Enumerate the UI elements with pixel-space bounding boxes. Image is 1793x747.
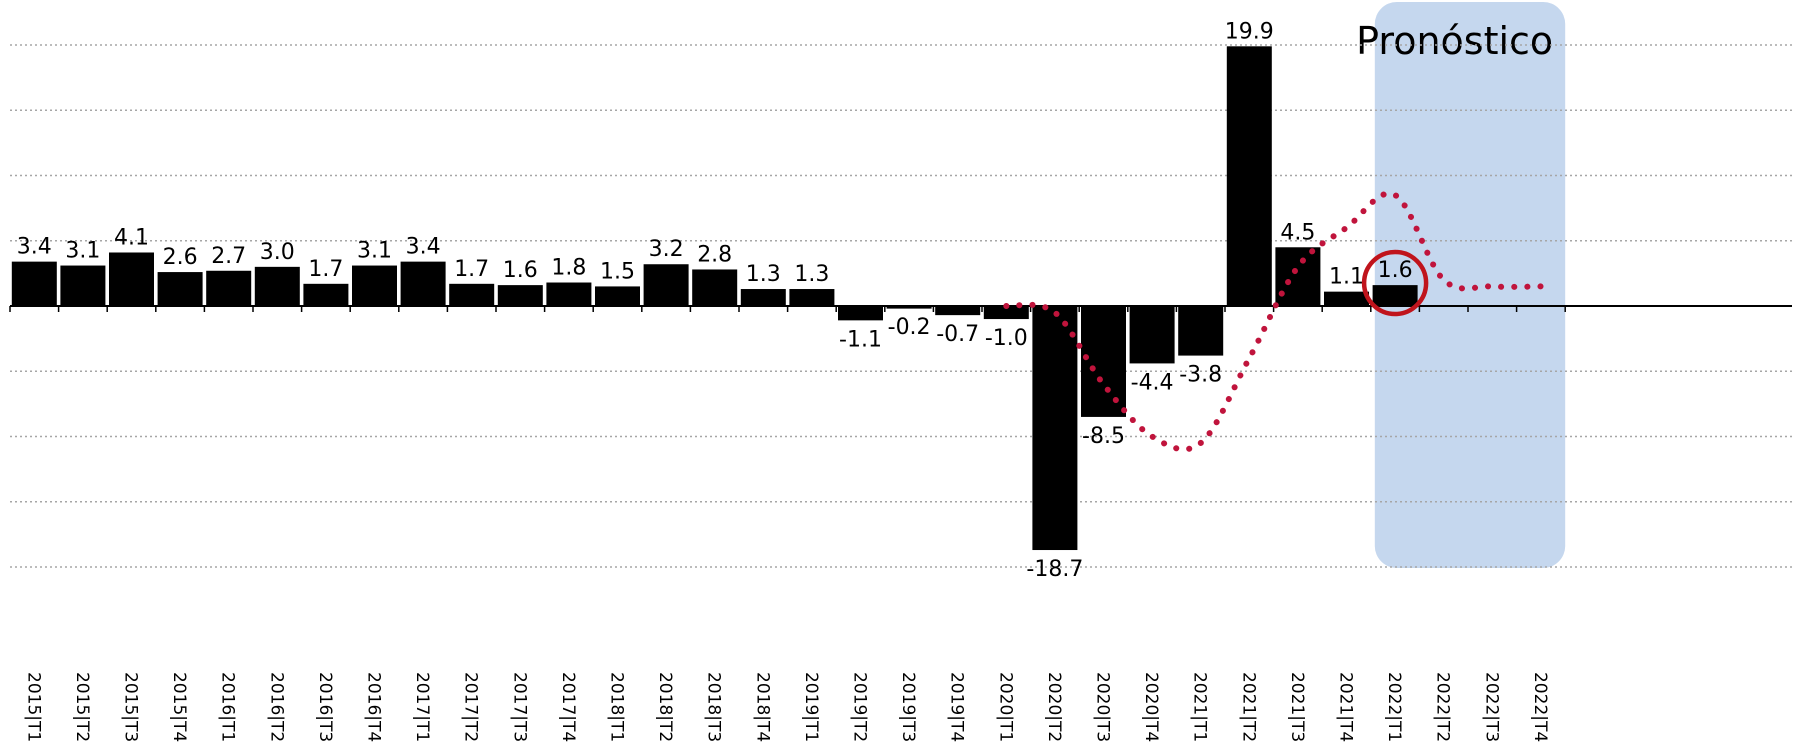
x-tick-label: 2016|T4 [364, 672, 384, 742]
data-label: -0.7 [936, 322, 979, 347]
bar [935, 306, 981, 316]
data-label: 2.6 [163, 245, 198, 270]
data-label: -4.4 [1131, 370, 1174, 395]
x-tick-label: 2020|T1 [995, 672, 1015, 742]
trend-line [1003, 190, 1544, 453]
x-tick-label: 2022|T4 [1530, 672, 1550, 742]
bar [11, 261, 57, 306]
bar [449, 283, 495, 306]
bar [352, 265, 397, 306]
bar [1178, 306, 1224, 356]
x-tick-label: 2017|T4 [558, 672, 578, 742]
data-label: 1.3 [794, 262, 829, 287]
x-tick-label: 2018|T3 [704, 672, 724, 742]
data-label: 1.6 [1378, 258, 1413, 283]
x-tick-label: 2021|T2 [1238, 672, 1258, 742]
data-label: 19.9 [1225, 19, 1274, 44]
bar [497, 285, 543, 306]
bar [983, 306, 1029, 320]
data-label: 1.6 [503, 258, 538, 283]
bar [643, 264, 689, 306]
data-label: 1.1 [1329, 265, 1364, 290]
x-tick-label: 2017|T3 [509, 672, 529, 742]
data-label: -1.1 [839, 327, 882, 352]
bar [1129, 306, 1175, 364]
x-tick-label: 2016|T1 [218, 672, 238, 742]
data-label: 4.1 [114, 225, 149, 250]
x-tick-label: 2018|T4 [752, 672, 772, 742]
x-tick-label: 2015|T2 [72, 672, 92, 742]
bar [157, 272, 203, 306]
data-label: -18.7 [1026, 557, 1083, 582]
bar [1275, 247, 1321, 306]
x-tick-label: 2022|T3 [1481, 672, 1501, 742]
data-label: -3.8 [1179, 363, 1222, 388]
data-label: 2.7 [211, 244, 246, 269]
bar [1372, 285, 1418, 306]
data-label: -8.5 [1082, 424, 1125, 449]
x-tick-label: 2017|T1 [412, 672, 432, 742]
bar [595, 286, 640, 306]
bar [692, 269, 738, 306]
bar [838, 306, 883, 321]
data-label: 2.8 [697, 242, 732, 267]
bar [1032, 306, 1078, 551]
x-tick-label: 2020|T4 [1141, 672, 1161, 742]
data-label: 3.1 [357, 239, 392, 264]
x-tick-label: 2019|T2 [850, 672, 870, 742]
data-label: 4.5 [1280, 220, 1315, 245]
x-tick-label: 2020|T2 [1044, 672, 1064, 742]
x-tick-label: 2021|T3 [1287, 672, 1307, 742]
data-label: 3.4 [17, 235, 52, 260]
x-tick-label: 2018|T2 [655, 672, 675, 742]
x-tick-label: 2022|T2 [1433, 672, 1453, 742]
bar [109, 252, 154, 306]
bar [1324, 291, 1369, 306]
x-tick-label: 2016|T2 [266, 672, 286, 742]
bar [546, 282, 592, 306]
data-label: 1.8 [551, 256, 586, 281]
bar [60, 265, 106, 306]
data-label: 3.2 [649, 237, 684, 262]
bar [254, 266, 300, 306]
bar [303, 283, 349, 306]
data-label: 1.7 [454, 257, 489, 282]
bar [400, 261, 446, 306]
x-tick-label: 2021|T1 [1190, 672, 1210, 742]
x-tick-label: 2015|T3 [121, 672, 141, 742]
bar [206, 270, 252, 306]
data-label: -1.0 [985, 326, 1028, 351]
data-label: 1.3 [746, 262, 781, 287]
x-tick-label: 2019|T1 [801, 672, 821, 742]
x-tick-label: 2021|T4 [1336, 672, 1356, 742]
forecast-region [1374, 2, 1566, 568]
data-label: 3.4 [406, 235, 441, 260]
x-tick-label: 2019|T4 [947, 672, 967, 742]
x-tick-label: 2016|T3 [315, 672, 335, 742]
x-tick-label: 2020|T3 [1093, 672, 1113, 742]
forecast-label: Pronóstico [1356, 19, 1553, 63]
bar [1226, 46, 1272, 307]
x-tick-label: 2018|T1 [607, 672, 627, 742]
data-label: 3.1 [65, 239, 100, 264]
data-label: 1.5 [600, 259, 635, 284]
x-tick-label: 2015|T4 [169, 672, 189, 742]
highlight-circle [1361, 249, 1429, 317]
x-tick-label: 2019|T3 [898, 672, 918, 742]
bar [886, 306, 932, 309]
x-tick-label: 2017|T2 [461, 672, 481, 742]
data-label: 3.0 [260, 240, 295, 265]
bar [740, 289, 786, 306]
x-tick-label: 2015|T1 [23, 672, 43, 742]
bar [1081, 306, 1126, 417]
data-label: -0.2 [888, 315, 931, 340]
x-tick-label: 2022|T1 [1384, 672, 1404, 742]
data-label: 1.7 [308, 257, 343, 282]
bar [789, 289, 835, 306]
